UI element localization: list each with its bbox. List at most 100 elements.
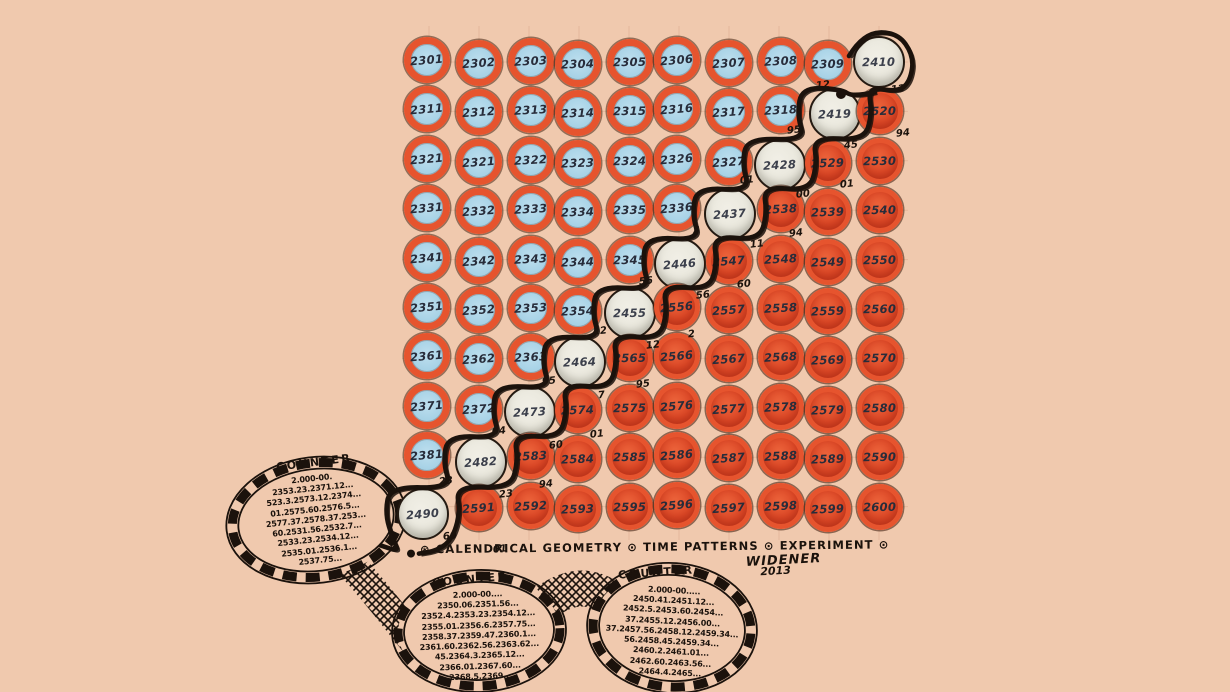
grid-circle-2559: 2559 xyxy=(805,288,851,334)
circle-number: 2593 xyxy=(561,501,595,517)
circle-number: 2322 xyxy=(514,151,548,168)
annotation-number: 95 xyxy=(786,124,802,137)
circle-number: 2327 xyxy=(711,153,747,170)
grid-circle-2312: 2312 xyxy=(456,89,502,136)
circle-number: 2597 xyxy=(711,499,747,516)
circle-number: 2584 xyxy=(561,451,595,467)
grid-circle-2580: 2580 xyxy=(857,384,903,431)
grid-circle-2576: 2576 xyxy=(654,382,700,429)
grid-circle-2437: 2437 xyxy=(704,188,756,241)
grid-circle-2587: 2587 xyxy=(706,435,752,482)
grid-circle-2314: 2314 xyxy=(555,90,601,137)
grid-circle-2326: 2326 xyxy=(654,135,700,182)
circle-number: 2363 xyxy=(514,349,548,366)
annotation-number: 2 xyxy=(687,328,696,341)
circle-number: 2312 xyxy=(461,104,497,121)
grid-circle-2596: 2596 xyxy=(654,481,700,528)
circle-number: 2579 xyxy=(811,402,845,418)
annotation-number: 60 xyxy=(736,278,752,291)
grid-circle-2342: 2342 xyxy=(456,237,502,284)
grid-circle-2321: 2321 xyxy=(456,138,502,185)
circle-number: 2318 xyxy=(764,102,798,119)
grid-circle-2446: 2446 xyxy=(654,237,706,290)
circle-number: 2540 xyxy=(863,202,897,218)
grid-circle-2308: 2308 xyxy=(758,38,804,84)
grid-circle-2306: 2306 xyxy=(654,37,700,83)
grid-circle-2590: 2590 xyxy=(857,434,903,481)
grid-circle-2574: 2574 xyxy=(555,386,601,433)
circle-number: 2548 xyxy=(764,250,798,267)
annotation-number: 12 xyxy=(592,325,608,338)
circle-number: 2482 xyxy=(463,454,499,471)
grid-circle-2520: 2520 xyxy=(857,88,903,135)
grid-circle-2344: 2344 xyxy=(555,238,601,285)
grid-circle-2539: 2539 xyxy=(805,189,851,236)
grid-circle-2548: 2548 xyxy=(758,235,804,282)
grid-circle-2569: 2569 xyxy=(805,337,851,384)
grid-circle-2575: 2575 xyxy=(607,384,653,431)
annotation-number: 01 xyxy=(839,178,855,191)
circle-number: 2592 xyxy=(514,497,548,514)
grid-circle-2324: 2324 xyxy=(607,137,653,184)
grid-circle-2560: 2560 xyxy=(857,286,903,332)
circle-number: 2351 xyxy=(409,298,445,316)
circle-number: 2314 xyxy=(561,105,595,121)
counter-text-left: 2.000-00. 2353.23.2371.12... 523.3.2573.12… xyxy=(234,466,399,574)
annotation-number: 11 xyxy=(749,238,765,251)
grid-circle-2321: 2321 xyxy=(404,135,450,182)
circle-number: 2354 xyxy=(561,303,595,319)
grid-circle-2361: 2361 xyxy=(404,333,450,380)
circle-number: 2307 xyxy=(711,54,747,72)
annotation-number: 00 xyxy=(795,188,811,201)
annotation-number: 01 xyxy=(739,174,755,187)
circle-number: 2566 xyxy=(659,347,695,365)
grid-circle-2599: 2599 xyxy=(805,485,851,532)
grid-circle-2334: 2334 xyxy=(555,189,601,236)
grid-circle-2473: 2473 xyxy=(504,385,556,438)
grid-circle-2568: 2568 xyxy=(758,334,804,381)
grid-circle-2482: 2482 xyxy=(455,436,507,489)
circle-number: 2352 xyxy=(461,301,497,319)
grid-circle-2595: 2595 xyxy=(607,483,653,530)
circle-number: 2586 xyxy=(659,446,695,464)
circle-number: 2381 xyxy=(409,446,445,464)
circle-number: 2549 xyxy=(811,254,845,270)
circle-number: 2315 xyxy=(613,104,647,119)
grid-circle-2591: 2591 xyxy=(456,484,502,531)
circle-number: 2372 xyxy=(461,400,497,417)
circle-number: 2334 xyxy=(561,204,595,220)
circle-number: 2323 xyxy=(561,155,595,171)
grid-circle-2335: 2335 xyxy=(607,187,653,234)
grid-circle-2579: 2579 xyxy=(805,386,851,433)
annotation-number: 04 xyxy=(491,425,507,438)
circle-number: 2455 xyxy=(613,305,647,321)
grid-circle-2570: 2570 xyxy=(857,335,903,382)
grid-circle-2549: 2549 xyxy=(805,238,851,285)
circle-number: 2576 xyxy=(659,397,695,415)
grid-circle-2598: 2598 xyxy=(758,482,804,529)
annotation-number: 23 xyxy=(438,475,454,488)
circle-number: 2559 xyxy=(811,303,845,319)
annotation-number: 12 xyxy=(890,83,906,96)
circle-number: 2538 xyxy=(764,201,798,218)
grid-circle-2353: 2353 xyxy=(508,285,554,331)
grid-circle-2597: 2597 xyxy=(706,484,752,531)
circle-number: 2539 xyxy=(811,204,845,220)
grid-circle-2567: 2567 xyxy=(706,336,752,383)
grid-circle-2313: 2313 xyxy=(508,87,554,134)
annotation-number: 56 xyxy=(695,289,711,302)
circle-number: 2547 xyxy=(711,252,747,269)
circle-number: 2599 xyxy=(811,501,845,517)
grid-circle-2371: 2371 xyxy=(404,382,450,429)
circle-number: 2569 xyxy=(811,352,845,368)
circle-number: 2578 xyxy=(764,398,798,415)
grid-circle-2303: 2303 xyxy=(508,38,554,84)
grid-circle-2301: 2301 xyxy=(404,37,450,83)
circle-number: 2410 xyxy=(862,54,896,70)
annotation-number: 94 xyxy=(895,127,911,140)
circle-number: 2419 xyxy=(818,106,852,122)
grid-circle-2600: 2600 xyxy=(857,483,903,530)
grid-circle-2593: 2593 xyxy=(555,485,601,532)
grid-circle-2558: 2558 xyxy=(758,285,804,331)
